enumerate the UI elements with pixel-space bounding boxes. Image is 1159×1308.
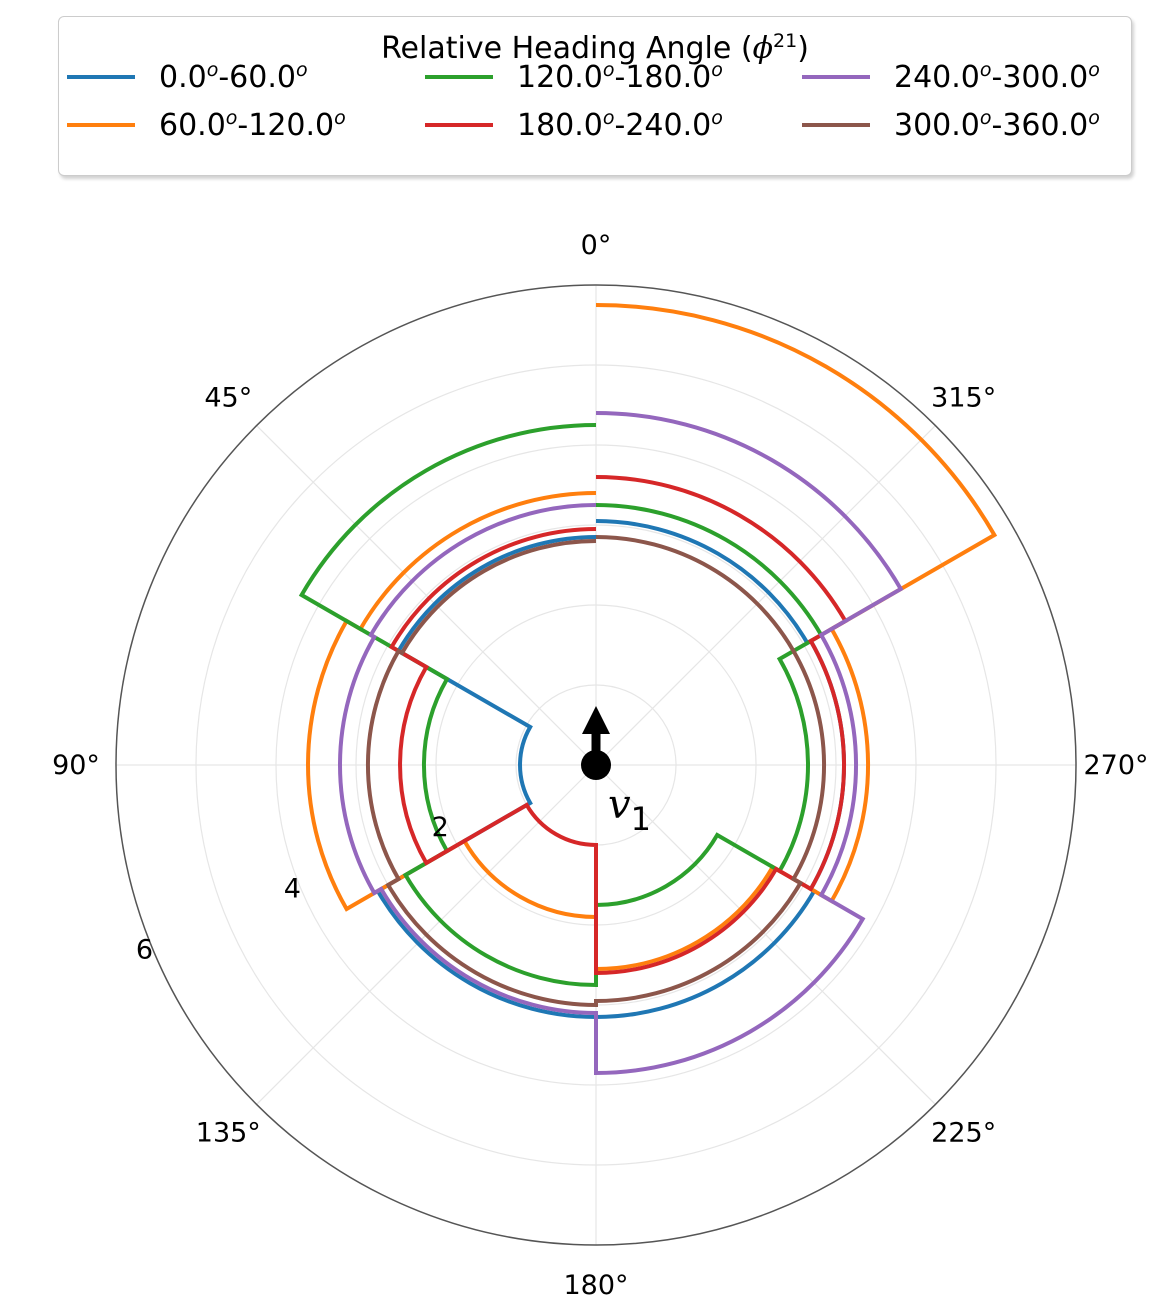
theta-tick-label-90: 90° (52, 750, 100, 781)
series-5-line (366, 535, 826, 1008)
legend-label-start: 300.0 (894, 107, 980, 143)
legend-swatch-4 (802, 75, 870, 79)
legend-entry-0: 0.0o-60.0o (67, 57, 308, 97)
legend-swatch-3 (425, 123, 493, 127)
r-tick-label-2: 2 (432, 812, 449, 843)
legend-label-2: 120.0o-180.0o (517, 60, 723, 95)
legend-swatch-1 (67, 123, 135, 127)
legend-swatch-2 (425, 75, 493, 79)
degree-sup: o (1088, 106, 1100, 129)
series-layer (298, 303, 998, 1076)
theta-tick-label-135: 135° (196, 1118, 261, 1149)
legend-title-sup: 21 (773, 30, 798, 52)
tick-labels: 0° 45° 90° 135° 180° 225° 270° 315° 2 4 6 (52, 230, 1148, 1301)
vehicle-dot (581, 750, 611, 780)
degree-sup: o (206, 58, 219, 81)
series-4-line (338, 411, 904, 1076)
theta-tick-label-0: 0° (581, 230, 612, 261)
heading-arrow-head (582, 706, 610, 734)
legend-entry-1: 60.0o-120.0o (67, 105, 346, 145)
legend-label-end: -120.0 (237, 107, 335, 143)
legend-label-end: -240.0 (614, 107, 712, 143)
legend-entry-5: 300.0o-360.0o (802, 105, 1100, 145)
degree-sup: o (979, 58, 992, 81)
vehicle-symbol: v (608, 782, 631, 828)
legend-label-end: -360.0 (991, 107, 1089, 143)
r-tick-label-6: 6 (136, 935, 153, 966)
legend-label-1: 60.0o-120.0o (159, 108, 346, 143)
degree-sup: o (1088, 58, 1100, 81)
degree-sup: o (334, 106, 346, 129)
legend-label-start: 0.0 (159, 59, 207, 95)
legend-title-symbol: ϕ (752, 31, 774, 66)
theta-tick-label-45: 45° (204, 382, 252, 413)
vehicle-marker: v1 (581, 706, 651, 838)
degree-sup: o (979, 106, 992, 129)
theta-grid-line-315 (595, 425, 936, 766)
vehicle-label: v1 (608, 782, 651, 838)
theta-tick-label-225: 225° (931, 1118, 996, 1149)
legend-label-start: 240.0 (894, 59, 980, 95)
legend-label-end: -300.0 (991, 59, 1089, 95)
degree-sup: o (711, 58, 723, 81)
legend-label-0: 0.0o-60.0o (159, 60, 308, 95)
legend-label-end: -60.0 (218, 59, 296, 95)
legend-label-start: 60.0 (159, 107, 226, 143)
legend-label-5: 300.0o-360.0o (894, 108, 1100, 143)
degree-sup: o (711, 106, 723, 129)
theta-grid-line-225 (595, 764, 936, 1105)
series-3-line (388, 475, 849, 976)
outer-frame (115, 284, 1077, 1246)
legend-title-suffix: ) (797, 31, 809, 66)
vehicle-subscript: 1 (631, 800, 651, 838)
theta-tick-label-180: 180° (563, 1270, 628, 1301)
legend-swatch-5 (802, 123, 870, 127)
legend-label-end: -180.0 (614, 59, 712, 95)
legend-label-4: 240.0o-300.0o (894, 60, 1100, 95)
legend-entry-3: 180.0o-240.0o (425, 105, 723, 145)
legend-label-start: 120.0 (517, 59, 603, 95)
theta-grid-line-45 (256, 425, 597, 766)
legend-entry-2: 120.0o-180.0o (425, 57, 723, 97)
degree-sup: o (295, 58, 308, 81)
legend-title-prefix: Relative Heading Angle ( (381, 31, 753, 66)
legend-title: Relative Heading Angle (ϕ21) (59, 31, 1131, 66)
legend-label-3: 180.0o-240.0o (517, 108, 723, 143)
legend-label-start: 180.0 (517, 107, 603, 143)
theta-tick-label-315: 315° (931, 382, 996, 413)
degree-sup: o (225, 106, 238, 129)
degree-sup: o (602, 58, 615, 81)
legend-swatch-0 (67, 75, 135, 79)
r-tick-label-4: 4 (284, 874, 301, 905)
legend-entry-4: 240.0o-300.0o (802, 57, 1100, 97)
degree-sup: o (602, 106, 615, 129)
theta-tick-label-270: 270° (1083, 750, 1148, 781)
legend: Relative Heading Angle (ϕ21) 0.0o-60.0o 6… (58, 16, 1132, 176)
